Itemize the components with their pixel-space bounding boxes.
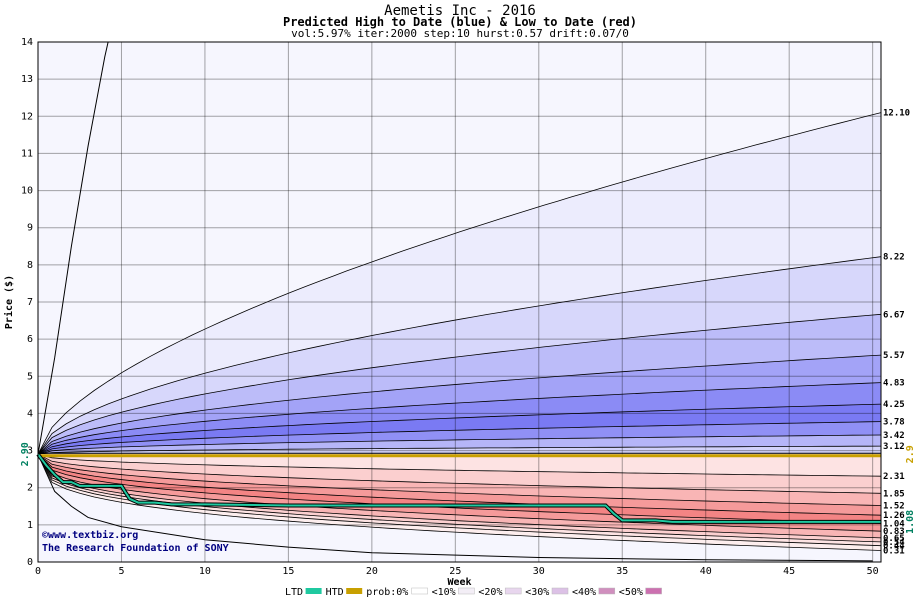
lower-band-line bbox=[37, 453, 882, 506]
lower-band-area bbox=[38, 454, 881, 477]
legend-label: <50% bbox=[619, 587, 643, 598]
right-start-label: 2.9 bbox=[905, 445, 916, 463]
y-tick-label: 1 bbox=[27, 520, 33, 531]
lower-band-line bbox=[37, 454, 882, 547]
upper-band-line bbox=[37, 256, 882, 455]
y-tick-label: 4 bbox=[27, 408, 33, 419]
start-price-label: 2.90 bbox=[20, 442, 31, 466]
upper-band-line bbox=[37, 403, 882, 455]
upper-band-line bbox=[37, 354, 882, 455]
upper-band-area bbox=[38, 446, 881, 455]
lower-band-end-label: 1.26 bbox=[883, 511, 905, 521]
x-tick-label: 20 bbox=[366, 566, 378, 577]
y-tick-label: 13 bbox=[21, 74, 33, 85]
lower-band-line bbox=[37, 454, 882, 516]
y-axis-label: Price ($) bbox=[3, 275, 15, 329]
watermark-org: The Research Foundation of SONY bbox=[42, 542, 229, 554]
x-tick-label: 35 bbox=[616, 566, 628, 577]
y-tick-label: 11 bbox=[21, 148, 33, 159]
upper-band-line bbox=[37, 313, 882, 455]
legend-label: <20% bbox=[478, 587, 502, 598]
lower-band-end-label: 0.83 bbox=[883, 527, 905, 537]
x-axis-label: Week bbox=[447, 577, 471, 588]
legend-swatch bbox=[458, 587, 475, 595]
legend-label: LTD bbox=[285, 587, 303, 598]
y-tick-label: 0 bbox=[27, 557, 33, 568]
legend-label: <10% bbox=[432, 587, 456, 598]
x-tick-label: 25 bbox=[449, 566, 461, 577]
y-tick-label: 2 bbox=[27, 483, 33, 494]
upper-band-end-label: 3.12 bbox=[883, 442, 905, 452]
lower-band-line bbox=[37, 454, 882, 539]
legend-label: prob:0% bbox=[366, 587, 408, 598]
y-tick-label: 8 bbox=[27, 260, 33, 271]
x-tick-label: 30 bbox=[533, 566, 545, 577]
x-tick-label: 50 bbox=[867, 566, 879, 577]
x-tick-label: 40 bbox=[700, 566, 712, 577]
upper-band-end-label: 6.67 bbox=[883, 310, 905, 320]
legend-label: HTD bbox=[326, 587, 344, 598]
lower-band-end-label: 1.04 bbox=[883, 519, 905, 529]
upper-band-end-label: 3.78 bbox=[883, 418, 905, 428]
outer-lower-line bbox=[37, 454, 873, 562]
upper-band-line bbox=[37, 434, 882, 455]
lower-band-end-label: 1.52 bbox=[883, 502, 905, 512]
upper-band-line bbox=[37, 421, 882, 455]
lower-band-end-label: 0.65 bbox=[883, 534, 905, 544]
plot-frame bbox=[37, 41, 882, 563]
y-tick-label: 5 bbox=[27, 371, 33, 382]
y-tick-label: 14 bbox=[21, 37, 33, 48]
legend-swatch bbox=[305, 588, 322, 594]
chart-params: vol:5.97% iter:2000 step:10 hurst:0.57 d… bbox=[291, 27, 629, 40]
lower-band-end-label: 2.31 bbox=[883, 472, 905, 482]
legend-label: <40% bbox=[572, 587, 596, 598]
lower-band-line bbox=[37, 453, 882, 494]
y-tick-label: 7 bbox=[27, 297, 33, 308]
x-tick-label: 15 bbox=[282, 566, 294, 577]
legend-swatch bbox=[645, 587, 662, 595]
y-tick-label: 10 bbox=[21, 186, 33, 197]
y-tick-label: 12 bbox=[21, 111, 33, 122]
y-tick-label: 6 bbox=[27, 334, 33, 345]
chart-title: Aemetis Inc - 2016 bbox=[384, 3, 536, 19]
ltd-line bbox=[37, 453, 881, 523]
lower-band-line bbox=[37, 454, 882, 532]
upper-band-line bbox=[37, 112, 882, 455]
lower-band-line bbox=[37, 453, 882, 477]
lower-band-end-label: 0.54 bbox=[883, 538, 905, 548]
lower-band-end-label: 1.85 bbox=[883, 489, 905, 499]
x-tick-label: 0 bbox=[35, 566, 41, 577]
upper-band-end-label: 4.25 bbox=[883, 400, 905, 410]
y-tick-label: 3 bbox=[27, 446, 33, 457]
upper-band-end-label: 8.22 bbox=[883, 253, 905, 263]
upper-band-end-label: 12.10 bbox=[883, 109, 910, 119]
lower-band-line bbox=[37, 454, 882, 524]
upper-band-line bbox=[37, 382, 882, 455]
lower-band-end-label: 0.31 bbox=[883, 546, 905, 556]
right-last-label: 1.08 bbox=[905, 510, 916, 534]
legend-swatch bbox=[411, 587, 428, 595]
watermark-url: ©www.textbiz.org bbox=[42, 529, 138, 541]
outer-upper-line bbox=[37, 41, 109, 455]
lower-band-line bbox=[37, 454, 882, 551]
legend-swatch bbox=[346, 588, 363, 594]
legend-swatch bbox=[551, 587, 569, 595]
upper-band-end-label: 3.42 bbox=[883, 431, 905, 441]
chart-subtitle: Predicted High to Date (blue) & Low to D… bbox=[282, 15, 637, 29]
y-tick-label: 9 bbox=[27, 223, 33, 234]
x-tick-label: 45 bbox=[783, 566, 795, 577]
legend-swatch bbox=[504, 587, 522, 595]
upper-band-line bbox=[37, 445, 882, 455]
x-tick-label: 5 bbox=[118, 566, 124, 577]
upper-band-end-label: 5.57 bbox=[883, 351, 905, 361]
upper-band-end-label: 4.83 bbox=[883, 379, 905, 389]
legend-swatch bbox=[598, 587, 616, 595]
x-tick-label: 10 bbox=[199, 566, 211, 577]
lower-band-end-label: 0.44 bbox=[883, 542, 905, 552]
legend-label: <30% bbox=[525, 587, 549, 598]
